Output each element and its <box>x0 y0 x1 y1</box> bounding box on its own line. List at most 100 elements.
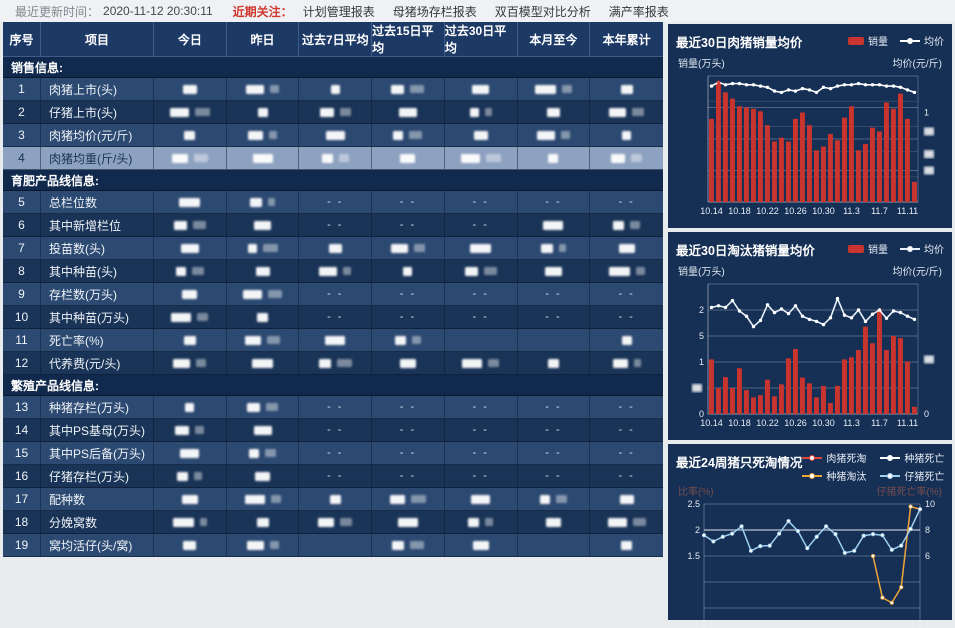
masked-value <box>180 243 199 253</box>
svg-text:11.3: 11.3 <box>843 418 860 428</box>
table-row-9[interactable]: 9 存栏数(万头) - - - - - - - - - - <box>3 283 663 306</box>
empty-value: - - <box>618 401 635 413</box>
masked-value <box>183 335 196 345</box>
table-row-16[interactable]: 16 仔猪存栏(万头) - - - - - - - - - - <box>3 465 663 488</box>
table-cell: - - <box>590 191 663 213</box>
table-cell: - - <box>299 419 373 441</box>
table-cell <box>518 511 591 533</box>
row-number: 4 <box>3 147 41 169</box>
focus-link-0[interactable]: 计划管理报表 <box>302 4 375 19</box>
line-swatch-icon <box>900 244 920 253</box>
row-label: 投苗数(头) <box>41 237 154 259</box>
table-cell: - - <box>299 283 373 305</box>
legend-item-0[interactable]: 肉猪死淘 <box>802 450 866 465</box>
table-cell <box>299 488 373 510</box>
svg-text:5: 5 <box>699 331 704 341</box>
table-row-5[interactable]: 5 总栏位数 - - - - - - - - - - <box>3 191 663 214</box>
legend-item-0[interactable]: 销量 <box>848 33 888 48</box>
masked-value <box>256 517 269 527</box>
table-row-11[interactable]: 11 死亡率(%) <box>3 329 663 352</box>
death-cull-panel: 最近24周猪只死淘情况 肉猪死淘 种猪死亡 种猪淘汰 仔猪死亡 比率(%) 仔猪死亡率… <box>668 444 952 628</box>
masked-value <box>394 335 406 345</box>
table-cell <box>590 214 663 236</box>
legend-item-1[interactable]: 均价 <box>900 33 944 48</box>
svg-text:2: 2 <box>695 525 700 535</box>
focus-link-2[interactable]: 双百模型对比分析 <box>494 4 591 19</box>
legend-label: 销量 <box>868 245 888 256</box>
empty-value: - - <box>545 196 562 208</box>
table-cell: - - <box>590 396 663 418</box>
legend-item-2[interactable]: 种猪淘汰 <box>802 468 866 483</box>
table-row-18[interactable]: 18 分娩窝数 <box>3 511 663 534</box>
cull-pig-sales-price-panel: 最近30日淘汰猪销量均价 销量 均价 销量(万头) 均价(元/斤) 2 5 1 0 0 10… <box>668 232 952 440</box>
masked-value <box>471 494 491 504</box>
left-axis-label: 销量(万头) <box>678 59 725 70</box>
table-cell <box>227 511 300 533</box>
masked-value <box>181 494 198 504</box>
table-row-12[interactable]: 12 代养费(元/头) <box>3 352 663 375</box>
table-cell <box>445 147 518 169</box>
masked-value <box>269 131 278 139</box>
row-number: 19 <box>3 534 41 556</box>
table-cell: - - <box>445 465 518 487</box>
masked-value <box>269 541 279 549</box>
masked-value <box>397 517 418 527</box>
table-cell: - - <box>445 283 518 305</box>
legend-item-3[interactable]: 仔猪死亡 <box>880 468 944 483</box>
table-cell <box>445 488 518 510</box>
table-cell <box>154 352 227 374</box>
masked-value <box>336 359 352 367</box>
table-row-10[interactable]: 10 其中种苗(万头) - - - - - - - - - - <box>3 306 663 329</box>
column-header: 过去7日平均 <box>299 22 373 57</box>
table-row-8[interactable]: 8 其中种苗(头) <box>3 260 663 283</box>
row-label: 代养费(元/头) <box>41 352 154 374</box>
legend-item-1[interactable]: 均价 <box>900 241 944 256</box>
table-row-1[interactable]: 1 肉猪上市(头) <box>3 78 663 101</box>
table-row-2[interactable]: 2 仔猪上市(头) <box>3 101 663 124</box>
row-number: 14 <box>3 419 41 441</box>
table-row-6[interactable]: 6 其中新增栏位 - - - - - - <box>3 214 663 237</box>
table-cell <box>154 237 227 259</box>
masked-value <box>255 266 270 276</box>
table-row-17[interactable]: 17 配种数 <box>3 488 663 511</box>
table-cell <box>154 78 227 100</box>
table-row-7[interactable]: 7 投苗数(头) <box>3 237 663 260</box>
masked-value <box>244 494 265 504</box>
table-row-14[interactable]: 14 其中PS基母(万头) - - - - - - - - - - <box>3 419 663 442</box>
focus-link-3[interactable]: 满产率报表 <box>608 4 669 19</box>
table-cell <box>372 237 445 259</box>
table-cell <box>372 329 445 351</box>
empty-value: - - <box>327 196 344 208</box>
table-row-4[interactable]: 4 肉猪均重(斤/头) <box>3 147 663 170</box>
table-row-15[interactable]: 15 其中PS后备(万头) - - - - - - - - - - <box>3 442 663 465</box>
legend-item-1[interactable]: 种猪死亡 <box>880 450 944 465</box>
masked-value <box>318 517 335 527</box>
table-row-3[interactable]: 3 肉猪均价(元/斤) <box>3 124 663 147</box>
table-cell <box>227 488 300 510</box>
table-cell: - - <box>518 465 591 487</box>
masked-value <box>632 518 646 526</box>
masked-value <box>622 130 632 140</box>
masked-value <box>183 540 197 550</box>
masked-value <box>608 266 630 276</box>
table-cell <box>227 78 300 100</box>
masked-value <box>468 517 480 527</box>
table-cell <box>154 511 227 533</box>
table-row-13[interactable]: 13 种猪存栏(万头) - - - - - - - - - - <box>3 396 663 419</box>
masked-value <box>409 131 423 139</box>
masked-value <box>632 108 645 116</box>
masked-value <box>621 335 632 345</box>
table-row-19[interactable]: 19 窝均活仔(头/窝) <box>3 534 663 557</box>
masked-value <box>484 108 492 116</box>
legend-item-0[interactable]: 销量 <box>848 241 888 256</box>
table-cell <box>372 147 445 169</box>
masked-value <box>182 289 198 299</box>
section-row: 销售信息: <box>3 57 663 78</box>
focus-link-1[interactable]: 母猪场存栏报表 <box>392 4 477 19</box>
table-cell: - - <box>518 442 591 464</box>
column-header: 过去15日平均 <box>372 22 445 57</box>
empty-value: - - <box>399 447 417 459</box>
empty-value: - - <box>472 288 489 300</box>
masked-value <box>246 84 265 94</box>
masked-value <box>171 312 192 322</box>
